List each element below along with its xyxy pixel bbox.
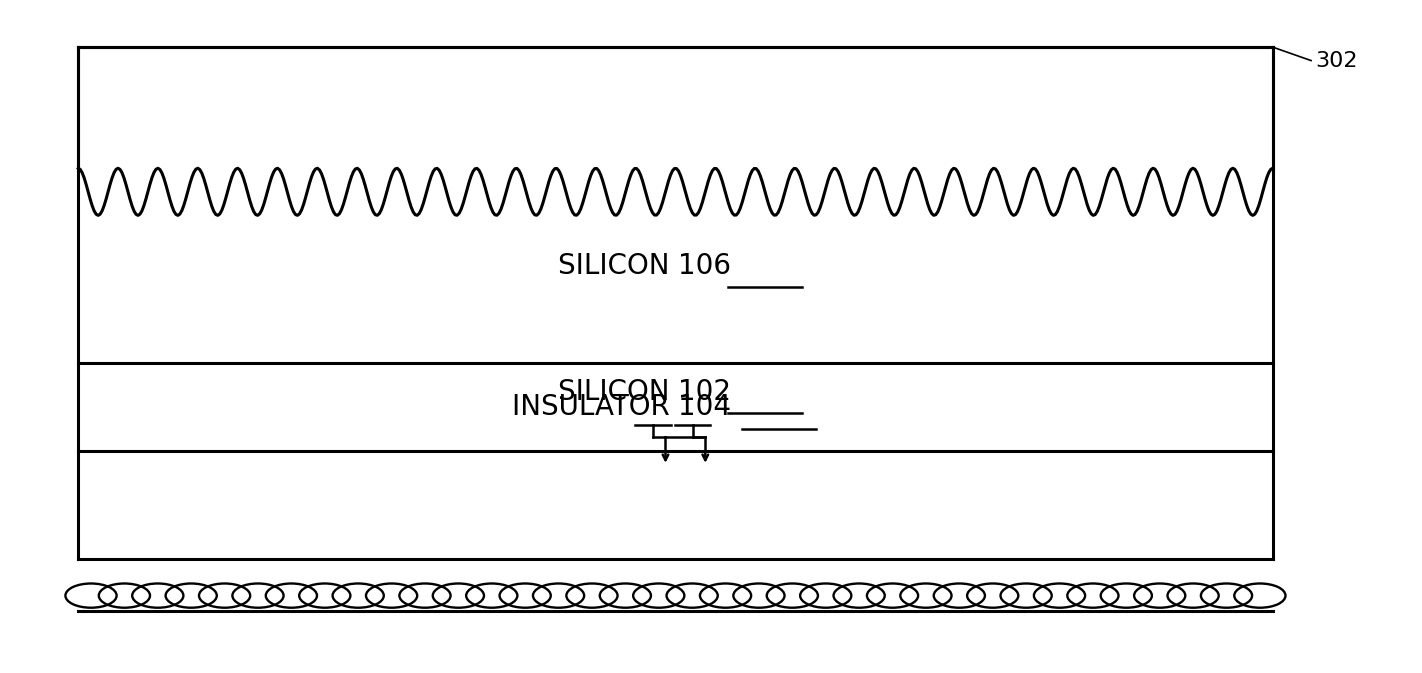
Text: INSULATOR: INSULATOR: [512, 393, 678, 421]
Bar: [78, 451, 1273, 559]
Polygon shape: [78, 168, 1273, 222]
Bar: [78, 168, 1273, 363]
Bar: [78, 47, 1273, 168]
Polygon shape: [78, 47, 1273, 215]
Text: SILICON: SILICON: [557, 378, 678, 406]
Text: 106: 106: [678, 252, 731, 280]
Text: 302: 302: [1315, 50, 1358, 71]
Bar: [78, 363, 1273, 451]
Text: SILICON: SILICON: [557, 252, 678, 280]
Text: 102: 102: [678, 378, 731, 406]
Text: 104: 104: [678, 393, 731, 421]
